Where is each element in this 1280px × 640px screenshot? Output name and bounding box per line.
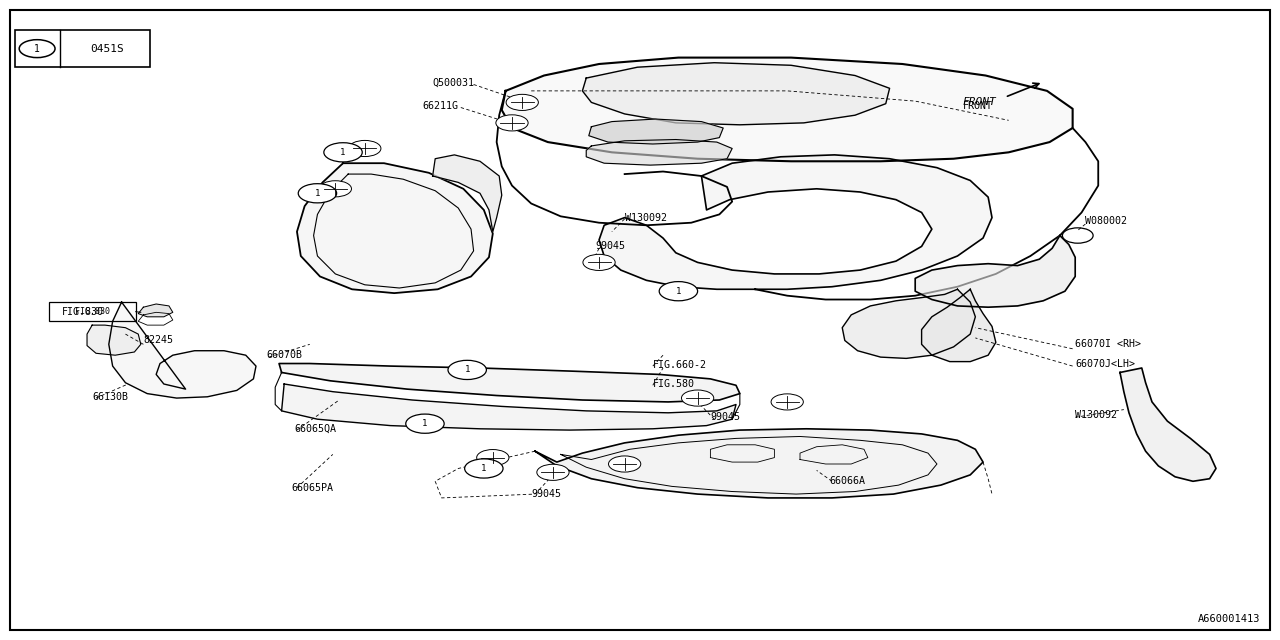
Circle shape [476, 449, 509, 466]
Circle shape [298, 184, 337, 203]
Circle shape [771, 394, 804, 410]
Text: 82245: 82245 [143, 335, 173, 346]
Text: 99045: 99045 [531, 489, 561, 499]
Polygon shape [502, 58, 1073, 161]
Text: 66065PA: 66065PA [292, 483, 334, 493]
Text: Q500031: Q500031 [433, 78, 475, 88]
Text: 0451S: 0451S [91, 44, 124, 54]
Polygon shape [842, 289, 975, 358]
Text: 66070B: 66070B [266, 350, 302, 360]
Text: W130092: W130092 [1075, 410, 1117, 420]
Circle shape [448, 360, 486, 380]
Text: 1: 1 [465, 365, 470, 374]
Polygon shape [87, 325, 141, 355]
Text: FRONT: FRONT [963, 97, 996, 108]
Polygon shape [433, 155, 502, 232]
Polygon shape [138, 304, 173, 317]
Circle shape [681, 390, 714, 406]
Polygon shape [922, 289, 996, 362]
Polygon shape [599, 155, 992, 289]
Text: 66130B: 66130B [92, 392, 128, 402]
Circle shape [608, 456, 641, 472]
Text: W130092: W130092 [625, 212, 667, 223]
Text: A660001413: A660001413 [1198, 614, 1261, 624]
Circle shape [582, 254, 616, 271]
Polygon shape [282, 384, 736, 430]
Circle shape [536, 464, 570, 481]
Text: FIG.580: FIG.580 [653, 379, 695, 389]
Polygon shape [297, 163, 493, 293]
Text: 1: 1 [422, 419, 428, 428]
Text: FIG.660-2: FIG.660-2 [653, 360, 707, 370]
Polygon shape [109, 302, 256, 398]
Text: 99045: 99045 [595, 241, 625, 252]
Polygon shape [589, 119, 723, 144]
Circle shape [495, 115, 529, 131]
Bar [15, 30, 150, 67]
Text: 1: 1 [481, 464, 486, 473]
Text: 1: 1 [35, 44, 40, 54]
Text: 66066A: 66066A [829, 476, 865, 486]
Polygon shape [279, 364, 740, 402]
Text: W080002: W080002 [1085, 216, 1128, 226]
Text: FRONT: FRONT [963, 100, 992, 111]
Text: 66211G: 66211G [422, 100, 458, 111]
Text: FIG.830: FIG.830 [61, 307, 104, 317]
Circle shape [506, 94, 539, 111]
Text: 99045: 99045 [710, 412, 740, 422]
Circle shape [319, 180, 352, 197]
Bar [49, 302, 136, 321]
Polygon shape [535, 429, 983, 498]
Text: FIG.830: FIG.830 [74, 307, 110, 316]
Polygon shape [586, 140, 732, 165]
Circle shape [348, 140, 381, 157]
Text: 66065QA: 66065QA [294, 424, 337, 434]
Text: 1: 1 [340, 148, 346, 157]
Circle shape [465, 459, 503, 478]
Polygon shape [1120, 368, 1216, 481]
Text: 1: 1 [676, 287, 681, 296]
Circle shape [406, 414, 444, 433]
Text: 66070J<LH>: 66070J<LH> [1075, 358, 1135, 369]
Polygon shape [582, 63, 890, 125]
Text: 1: 1 [315, 189, 320, 198]
Circle shape [19, 40, 55, 58]
Polygon shape [915, 236, 1075, 307]
Text: 66070I <RH>: 66070I <RH> [1075, 339, 1142, 349]
Circle shape [659, 282, 698, 301]
Circle shape [324, 143, 362, 162]
Circle shape [1062, 228, 1093, 243]
